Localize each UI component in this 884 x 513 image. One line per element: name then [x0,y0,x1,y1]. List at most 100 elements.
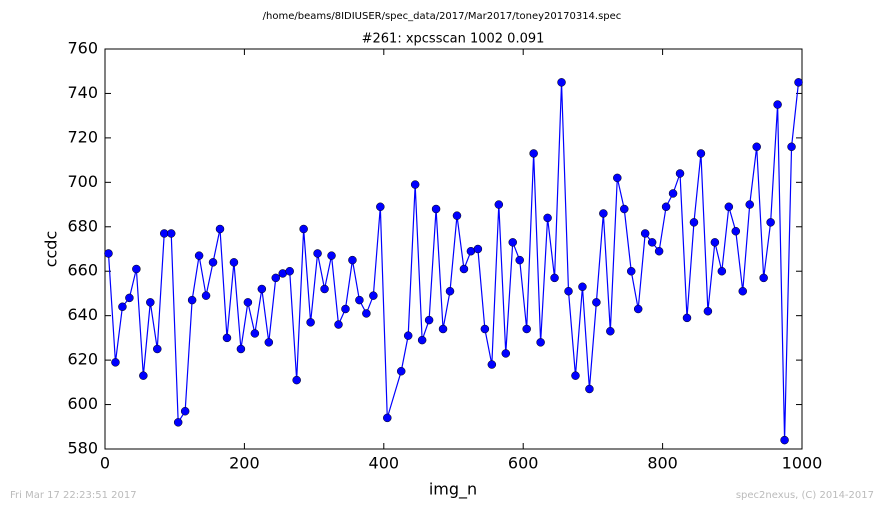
x-tick-label: 600 [508,454,539,473]
data-point [431,204,441,214]
data-point [299,224,308,234]
data-point [417,335,427,345]
y-tick-label: 660 [67,261,98,280]
x-axis-label: img_n [429,480,477,500]
data-point [654,246,664,256]
data-point [494,200,504,209]
data-point [480,324,490,334]
data-point [794,78,803,87]
suptitle: /home/beams/8IDIUSER/spec_data/2017/Mar2… [263,11,622,22]
data-point [501,349,511,358]
data-point [745,200,754,209]
data-point [647,238,657,247]
data-point [194,251,204,260]
data-point [640,229,650,238]
data-point [675,169,685,178]
data-point [585,384,594,394]
y-tick-label: 680 [67,216,98,235]
data-point [724,202,734,212]
data-point [180,406,190,416]
data-point [118,302,127,312]
data-point [334,320,343,329]
footer-left: Fri Mar 17 22:23:51 2017 [10,490,137,501]
data-point [766,218,775,227]
y-axis-label: ccdc [42,231,61,268]
data-point [383,413,392,423]
data-point [536,338,545,347]
data-point [613,173,622,183]
data-point [187,295,197,305]
data-point [250,329,260,338]
data-point [313,249,322,258]
data-point [682,313,692,323]
data-point [626,266,636,276]
x-tick-label: 400 [369,454,400,473]
data-point [355,295,364,305]
y-tick-label: 640 [67,305,98,324]
data-point [438,324,448,334]
data-point [376,202,385,212]
data-point [703,306,713,316]
data-point [306,318,315,327]
data-point [410,180,420,189]
data-point [153,344,162,354]
data-point [292,375,301,385]
x-tick-label: 200 [229,454,260,473]
data-point [543,213,552,223]
data-point [348,255,357,265]
x-tick-label: 800 [647,454,678,473]
data-point [132,264,141,274]
y-tick-label: 700 [67,172,98,191]
data-point [759,273,768,283]
data-point [236,344,246,354]
data-point [285,266,294,276]
data-point [201,291,211,300]
y-tick-label: 720 [67,127,98,146]
y-tick-label: 580 [67,439,98,458]
y-tick-label: 760 [67,39,98,58]
data-point [696,149,706,158]
data-point [717,266,727,276]
data-point [592,298,601,307]
data-point [787,142,796,152]
footer-right: spec2nexus, (C) 2014-2017 [736,490,874,501]
data-point [424,315,434,325]
x-tick-label: 1000 [782,454,823,473]
data-point [571,371,580,380]
data-point [773,100,782,109]
data-point [661,202,671,212]
data-point [445,286,455,296]
data-point [487,360,497,369]
plot-frame [104,48,803,450]
data-point [620,204,629,214]
data-point [208,258,218,267]
data-point [710,238,720,247]
data-point [222,333,232,343]
data-point [327,251,336,260]
data-point [125,293,134,303]
data-point [369,291,378,300]
data-point [173,418,183,427]
data-point [215,224,225,234]
data-point [403,331,413,340]
data-point [271,273,281,283]
data-point [139,371,148,380]
data-point [780,435,789,445]
data-point [166,229,176,238]
data-point [668,189,678,198]
data-point [452,211,462,220]
y-tick-label: 620 [67,350,98,369]
data-point [578,282,587,292]
data-point [257,284,267,294]
data-point [606,326,615,336]
data-point [564,286,573,296]
data-point [633,304,643,314]
data-point [362,309,371,318]
data-point [459,264,469,274]
data-point [341,304,350,314]
data-point [243,298,253,307]
data-point [515,255,524,265]
data-point [738,286,748,296]
